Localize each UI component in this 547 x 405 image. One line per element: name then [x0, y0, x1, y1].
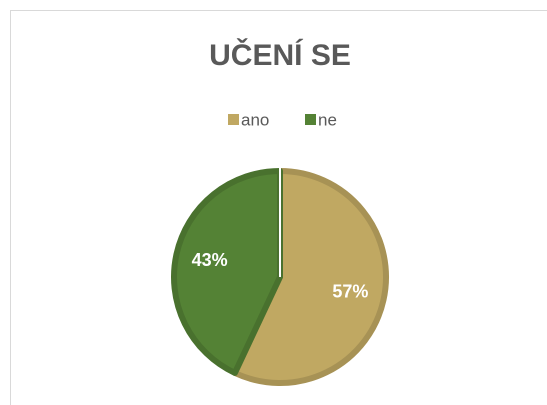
- data-label: 57%: [332, 281, 368, 301]
- legend-label: ne: [318, 110, 337, 129]
- legend-swatch: [305, 114, 316, 125]
- data-label: 43%: [192, 250, 228, 270]
- pie-slice: [171, 168, 283, 376]
- legend-swatch: [228, 114, 239, 125]
- legend-label: ano: [241, 110, 269, 129]
- chart-title: UČENÍ SE: [209, 38, 351, 72]
- pie-slice: [231, 168, 389, 386]
